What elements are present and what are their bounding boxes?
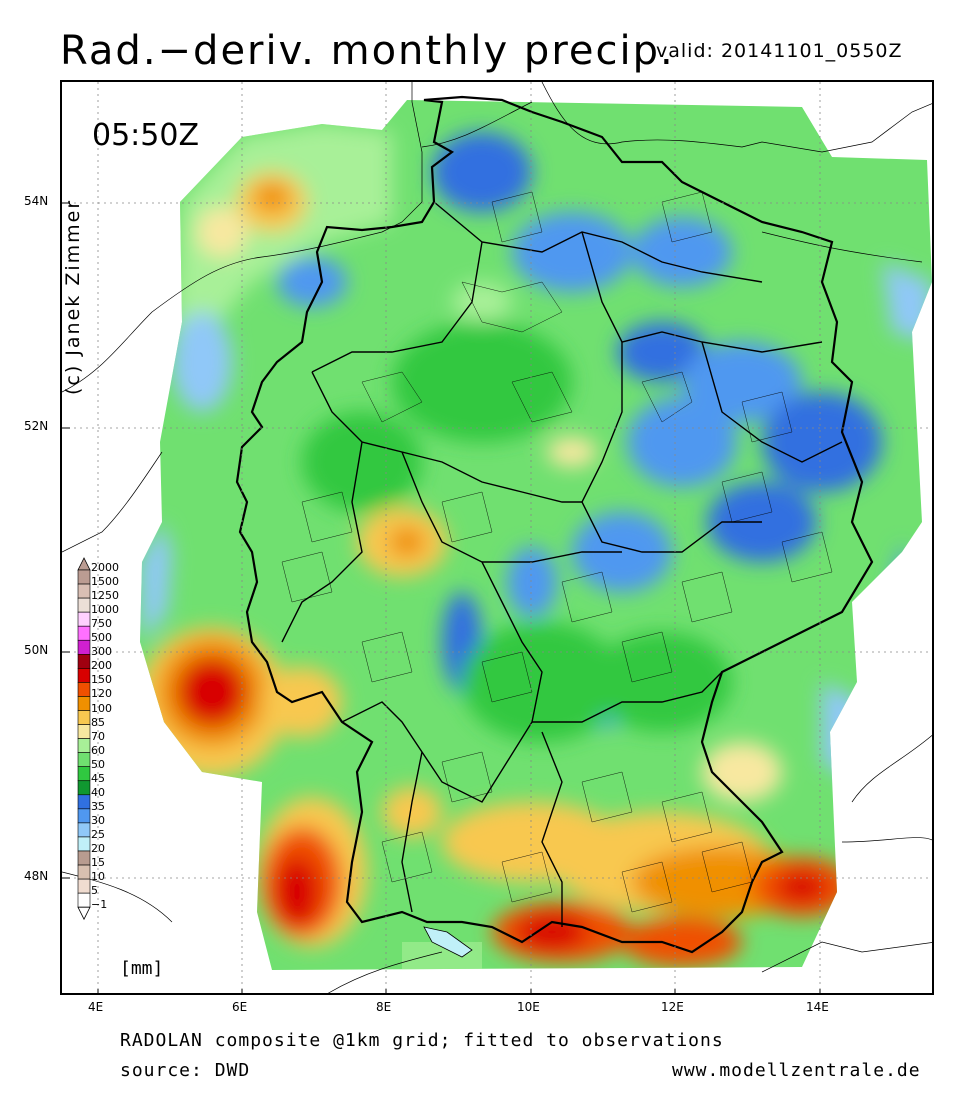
legend-swatch — [77, 822, 91, 838]
legend-value-label: 1500 — [91, 575, 119, 589]
legend-swatch — [77, 668, 91, 683]
legend-swatch — [77, 794, 91, 810]
footer-url: www.modellzentrale.de — [672, 1060, 921, 1081]
legend-value-label: 1000 — [91, 603, 119, 617]
graticule — [62, 82, 932, 993]
lon-label-6e: 6E — [232, 1000, 248, 1014]
legend-swatch — [77, 611, 91, 627]
legend-swatch — [77, 710, 91, 725]
lon-label-10e: 10E — [517, 1000, 540, 1014]
legend-value-label: −1 — [91, 898, 108, 912]
legend-value-label: 200 — [91, 659, 112, 673]
legend-unit: [mm] — [120, 958, 164, 979]
legend-value-label: 70 — [91, 729, 105, 743]
coastlines — [62, 82, 932, 993]
map-frame — [60, 80, 934, 995]
legend-colorbar — [77, 557, 91, 921]
legend-swatch — [77, 583, 91, 599]
lat-label-50n: 50N — [24, 643, 49, 657]
legend-swatch — [77, 752, 91, 768]
time-label: 05:50Z — [92, 118, 200, 153]
legend-value-label: 120 — [91, 687, 112, 701]
lon-label-8e: 8E — [376, 1000, 392, 1014]
radar-composite — [140, 100, 932, 970]
legend-swatch — [77, 724, 91, 739]
legend-swatch — [77, 738, 91, 753]
legend-swatch — [77, 682, 91, 697]
legend-swatch — [77, 780, 91, 796]
legend-value-label: 500 — [91, 631, 112, 645]
legend-swatch — [77, 639, 91, 655]
legend-swatch — [77, 766, 91, 782]
legend-value-label: 10 — [91, 870, 105, 884]
lat-label-52n: 52N — [24, 419, 49, 433]
lat-label-48n: 48N — [24, 869, 49, 883]
legend-swatch — [77, 836, 91, 852]
precip-map — [62, 82, 932, 993]
legend-swatch — [77, 892, 91, 908]
legend-value-label: 1250 — [91, 589, 119, 603]
legend-swatch — [77, 597, 91, 613]
valid-time: valid: 20141101_0550Z — [656, 40, 903, 62]
legend-value-label: 85 — [91, 715, 105, 729]
legend-value-label: 300 — [91, 645, 112, 659]
lon-label-4e: 4E — [88, 1000, 104, 1014]
state-borders — [281, 201, 843, 927]
legend-value-label: 150 — [91, 673, 112, 687]
footer-description: RADOLAN composite @1km grid; fitted to o… — [120, 1030, 724, 1051]
map-title: Rad.−deriv. monthly precip. — [60, 28, 675, 74]
legend-value-label: 2000 — [91, 561, 119, 574]
legend-value-label: 60 — [91, 743, 105, 757]
legend-value-label: 35 — [91, 799, 105, 813]
legend-value-label: 50 — [91, 757, 105, 771]
lon-label-12e: 12E — [661, 1000, 684, 1014]
germany-border — [235, 95, 874, 954]
legend-top-arrow — [77, 557, 91, 571]
lon-label-14e: 14E — [806, 1000, 829, 1014]
legend-swatch — [77, 653, 91, 669]
legend-swatch — [77, 850, 91, 866]
legend-value-label: 20 — [91, 842, 105, 855]
footer-source: source: DWD — [120, 1060, 251, 1081]
legend-value-label: 40 — [91, 785, 105, 799]
legend-swatch — [77, 864, 91, 880]
legend-value-label: 5 — [91, 884, 98, 898]
legend-swatch — [77, 569, 91, 585]
legend-value-label: 15 — [91, 856, 105, 870]
legend-value-label: 100 — [91, 701, 112, 715]
legend-swatch — [77, 808, 91, 824]
tick-marks — [62, 202, 821, 993]
district-borders — [281, 191, 833, 913]
legend-value-label: 30 — [91, 813, 105, 827]
copyright-text: (c) Janek Zimmer — [62, 198, 84, 395]
legend-swatch — [77, 625, 91, 641]
legend-bottom-arrow — [77, 906, 91, 921]
legend-swatch — [77, 878, 91, 894]
lat-label-54n: 54N — [24, 194, 49, 208]
legend-value-label: 750 — [91, 617, 112, 631]
legend-value-label: 45 — [91, 771, 105, 785]
legend-value-label: 25 — [91, 827, 105, 841]
legend-swatch — [77, 696, 91, 711]
lake-constance — [423, 926, 473, 958]
